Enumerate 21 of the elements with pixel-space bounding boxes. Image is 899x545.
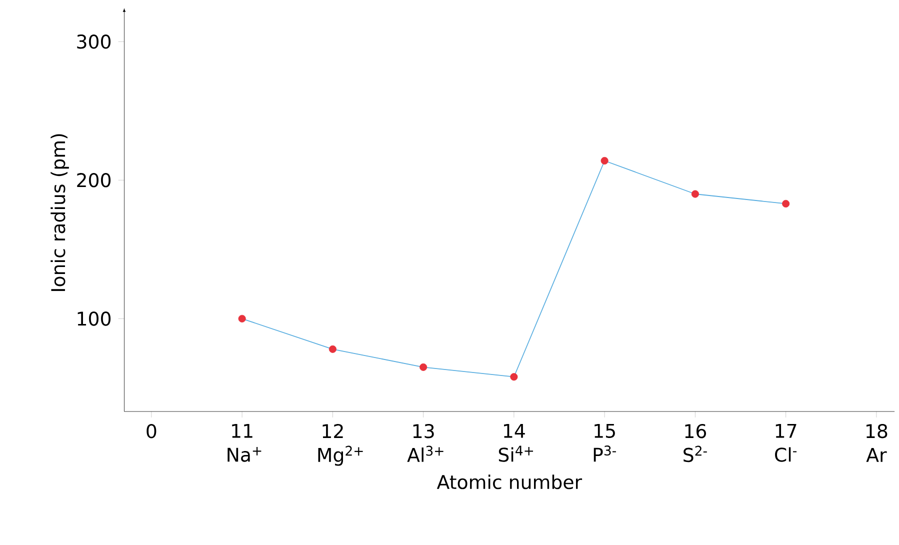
x-tick-label: 11 Na$^{+}$ bbox=[228, 424, 262, 462]
point bbox=[328, 346, 336, 354]
x-tick-label: 0 bbox=[146, 424, 156, 438]
y-tick-label: 300 bbox=[77, 34, 111, 49]
x-axis-title: Atomic number bbox=[436, 474, 582, 490]
x-tick-label: 18 Ar bbox=[866, 424, 888, 462]
x-tick-label: 12 Mg$^{2+}$ bbox=[318, 424, 363, 466]
point bbox=[510, 373, 518, 381]
point bbox=[420, 364, 428, 372]
point bbox=[238, 315, 246, 323]
point bbox=[691, 190, 699, 198]
x-tick-label: 13 Al$^{3+}$ bbox=[407, 424, 444, 462]
x-tick-label: 16 S$^{2-}$ bbox=[684, 424, 707, 462]
point bbox=[782, 200, 790, 208]
point bbox=[600, 157, 608, 165]
y-axis-title: Ionic radius (pm) bbox=[50, 134, 69, 292]
y-tick-label: 100 bbox=[78, 312, 111, 326]
x-tick-label: 14 Si$^{4+}$ bbox=[498, 424, 534, 462]
x-tick-label: 15 P$^{3-}$ bbox=[594, 424, 616, 462]
y-tick-label: 200 bbox=[77, 173, 111, 188]
x-tick-label: 17 Cl$^{-}$ bbox=[775, 424, 797, 462]
